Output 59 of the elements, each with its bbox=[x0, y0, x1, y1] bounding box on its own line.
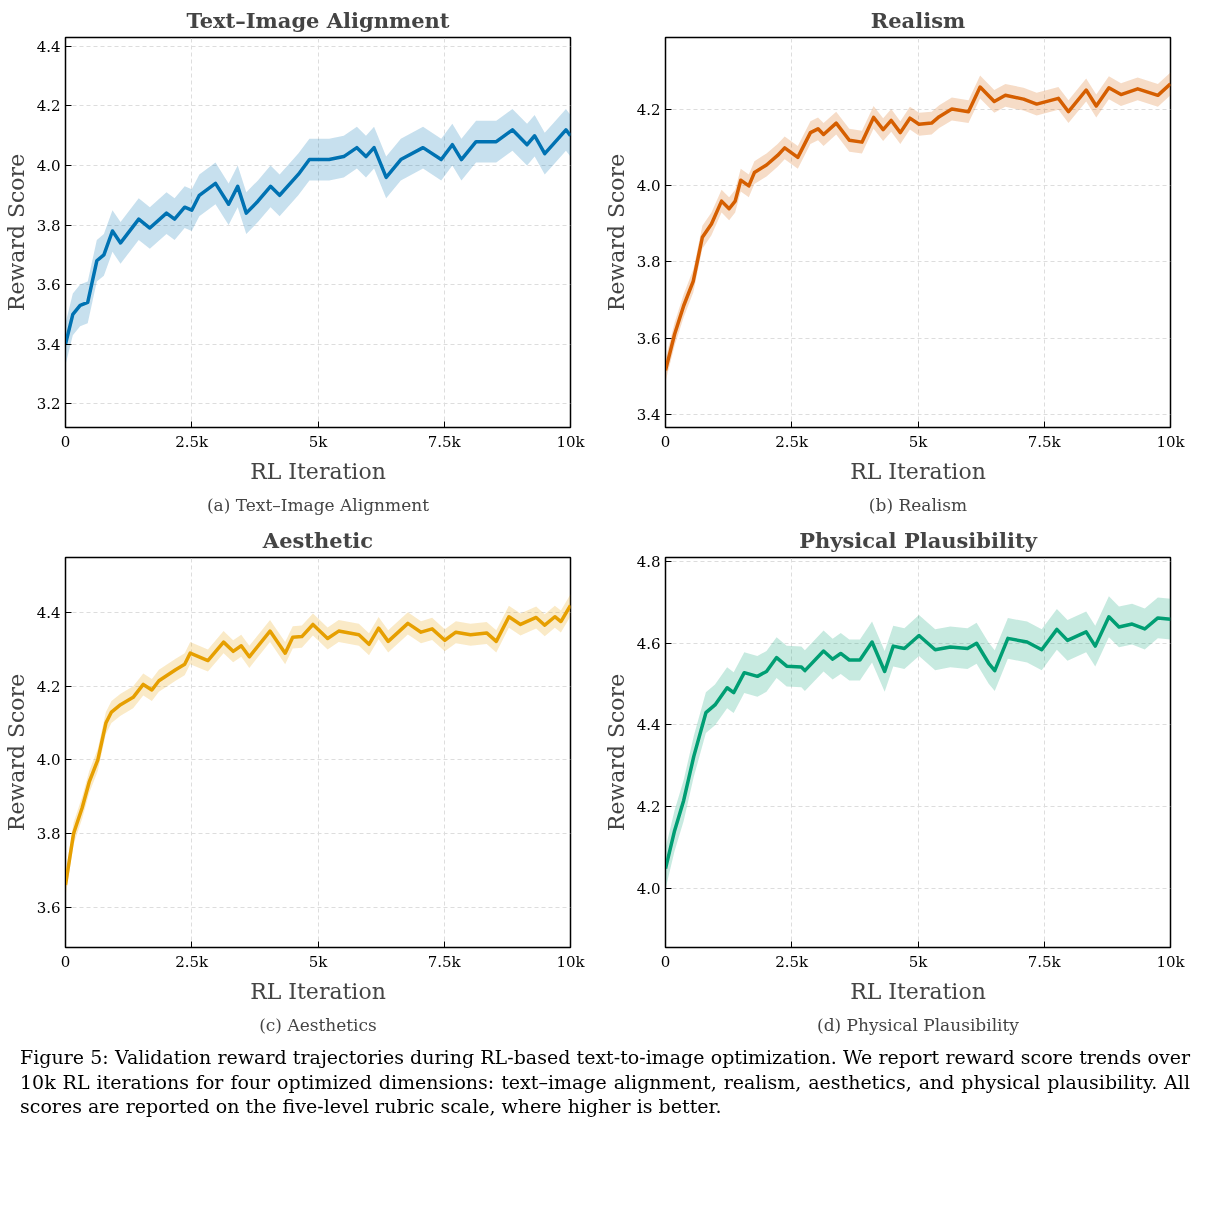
text: (c) Aesthetics bbox=[259, 1014, 377, 1035]
x-tick-label: 2.5k bbox=[175, 952, 210, 971]
x-tick-label: 5k bbox=[908, 432, 929, 451]
y-axis-title: Reward Score bbox=[3, 153, 29, 312]
x-tick-label: 0 bbox=[60, 952, 71, 971]
x-tick-label: 7.5k bbox=[1027, 952, 1062, 971]
text: (b) Realism bbox=[868, 494, 968, 515]
x-tick-label: 7.5k bbox=[427, 432, 462, 451]
x-tick-label: 5k bbox=[308, 432, 329, 451]
x-tick-label: 10k bbox=[556, 432, 586, 451]
y-axis-title: Reward Score bbox=[603, 673, 629, 832]
x-tick-label: 2.5k bbox=[775, 952, 810, 971]
y-axis-title: Reward Score bbox=[3, 673, 29, 832]
y-tick-label: 3.6 bbox=[636, 329, 661, 348]
x-tick-label: 0 bbox=[60, 432, 71, 451]
y-tick-label: 4.0 bbox=[36, 157, 61, 176]
y-tick-label: 3.6 bbox=[36, 276, 61, 295]
y-tick-label: 4.2 bbox=[636, 101, 661, 120]
x-tick-label: 7.5k bbox=[1027, 432, 1062, 451]
text: (a) Text–Image Alignment bbox=[206, 494, 430, 515]
x-tick-label: 10k bbox=[556, 952, 586, 971]
y-tick-label: 4.0 bbox=[636, 879, 661, 898]
y-tick-label: 4.4 bbox=[36, 37, 61, 56]
x-tick-label: 2.5k bbox=[775, 432, 810, 451]
y-tick-label: 3.8 bbox=[636, 253, 661, 272]
y-tick-label: 3.8 bbox=[36, 216, 61, 235]
y-tick-label: 3.6 bbox=[36, 898, 61, 917]
x-tick-label: 5k bbox=[308, 952, 329, 971]
x-axis-title: RL Iteration bbox=[850, 978, 986, 1004]
x-axis-title: RL Iteration bbox=[250, 458, 386, 484]
y-tick-label: 3.8 bbox=[36, 824, 61, 843]
y-tick-label: 4.6 bbox=[636, 634, 661, 653]
chart-title: Aesthetic bbox=[261, 527, 374, 553]
x-axis-title: RL Iteration bbox=[850, 458, 986, 484]
x-tick-label: 0 bbox=[660, 952, 671, 971]
y-tick-label: 4.0 bbox=[636, 177, 661, 196]
x-tick-label: 0 bbox=[660, 432, 671, 451]
y-tick-label: 3.2 bbox=[36, 395, 61, 414]
y-tick-label: 4.4 bbox=[636, 716, 661, 735]
x-axis-title: RL Iteration bbox=[250, 978, 386, 1004]
x-tick-label: 5k bbox=[908, 952, 929, 971]
y-tick-label: 4.8 bbox=[636, 553, 661, 572]
x-tick-label: 2.5k bbox=[175, 432, 210, 451]
y-tick-label: 4.2 bbox=[36, 97, 61, 116]
chart-title: Realism bbox=[870, 7, 966, 33]
caption: Figure 5: Validation reward trajectories during RL-based text-to-image optimization. We report reward score trends over 10k RL iterations for four optimized dimensions: text–image alignment, realism, aesthetics, and physical plausibility. All scores are reported on the five-level rubric scale, where higher is better. bbox=[20, 1045, 1190, 1120]
y-tick-label: 4.4 bbox=[36, 604, 61, 623]
y-tick-label: 3.4 bbox=[36, 335, 61, 354]
y-tick-label: 4.2 bbox=[36, 677, 61, 696]
x-tick-label: 10k bbox=[1156, 432, 1186, 451]
chart-title: Physical Plausibility bbox=[799, 527, 1038, 553]
x-tick-label: 10k bbox=[1156, 952, 1186, 971]
y-tick-label: 3.4 bbox=[636, 405, 661, 424]
chart-title: Text–Image Alignment bbox=[186, 7, 450, 33]
text: (d) Physical Plausibility bbox=[817, 1014, 1020, 1035]
y-tick-label: 4.2 bbox=[636, 798, 661, 817]
y-tick-label: 4.0 bbox=[36, 751, 61, 770]
y-axis-title: Reward Score bbox=[603, 153, 629, 312]
x-tick-label: 7.5k bbox=[427, 952, 462, 971]
